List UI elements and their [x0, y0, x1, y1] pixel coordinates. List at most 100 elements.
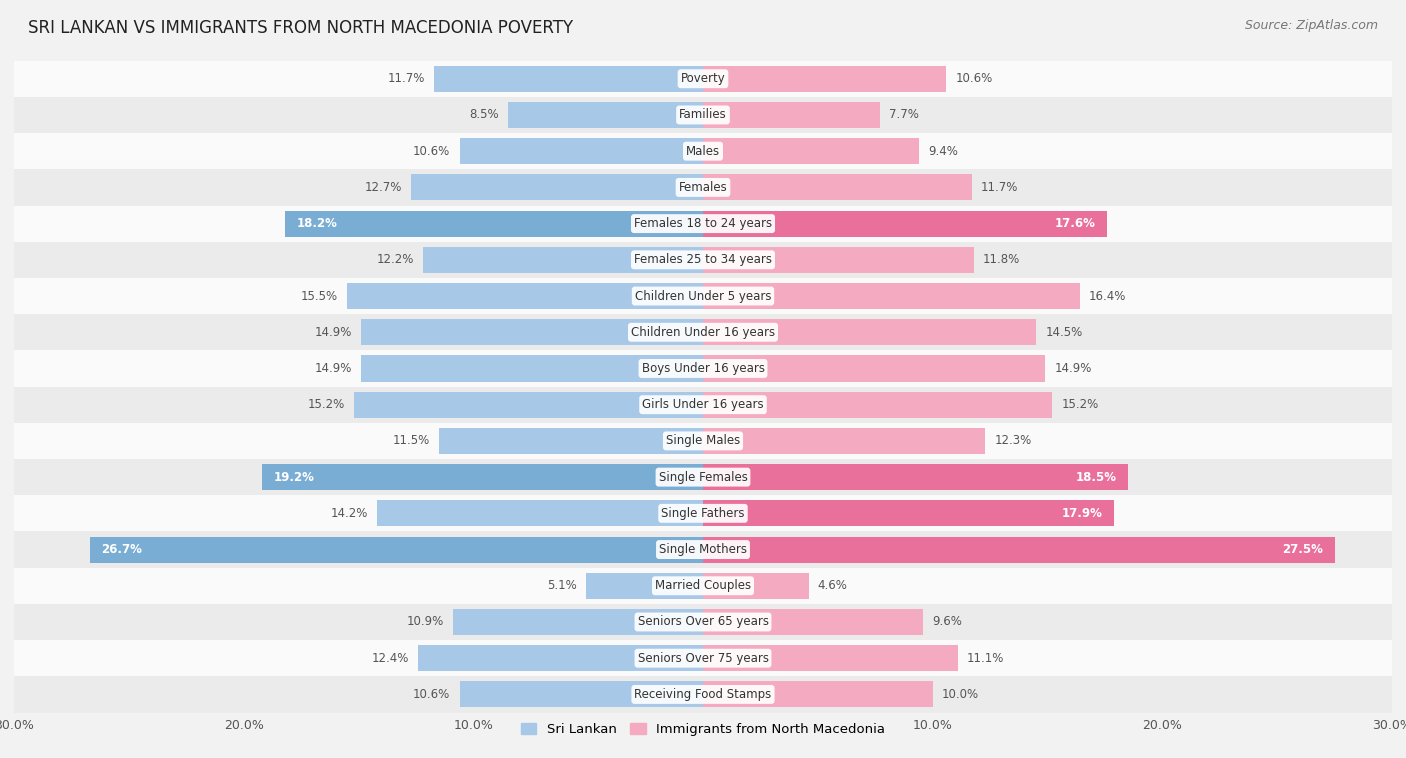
- Bar: [703, 392, 1052, 418]
- Text: 4.6%: 4.6%: [818, 579, 848, 592]
- Bar: [703, 319, 1036, 346]
- Text: Single Females: Single Females: [658, 471, 748, 484]
- Text: 12.4%: 12.4%: [371, 652, 409, 665]
- Text: 9.6%: 9.6%: [932, 615, 963, 628]
- Text: 15.2%: 15.2%: [308, 398, 344, 411]
- Text: 10.6%: 10.6%: [413, 145, 450, 158]
- Bar: [439, 428, 703, 454]
- Text: 11.8%: 11.8%: [983, 253, 1021, 266]
- Text: 10.6%: 10.6%: [956, 72, 993, 85]
- Bar: [347, 283, 703, 309]
- Text: 14.9%: 14.9%: [1054, 362, 1091, 375]
- Bar: [14, 568, 1392, 604]
- Bar: [14, 278, 1392, 314]
- Bar: [14, 459, 1392, 495]
- Text: Married Couples: Married Couples: [655, 579, 751, 592]
- Text: Children Under 5 years: Children Under 5 years: [634, 290, 772, 302]
- Text: 17.9%: 17.9%: [1062, 507, 1102, 520]
- Bar: [703, 66, 946, 92]
- Text: Seniors Over 75 years: Seniors Over 75 years: [637, 652, 769, 665]
- Text: 18.2%: 18.2%: [297, 217, 337, 230]
- Text: 11.5%: 11.5%: [392, 434, 430, 447]
- Bar: [703, 537, 1334, 562]
- Bar: [377, 500, 703, 526]
- Text: Females 25 to 34 years: Females 25 to 34 years: [634, 253, 772, 266]
- Text: Single Fathers: Single Fathers: [661, 507, 745, 520]
- Text: 27.5%: 27.5%: [1282, 543, 1323, 556]
- Legend: Sri Lankan, Immigrants from North Macedonia: Sri Lankan, Immigrants from North Macedo…: [515, 718, 891, 742]
- Text: 14.9%: 14.9%: [315, 362, 352, 375]
- Bar: [703, 573, 808, 599]
- Text: 26.7%: 26.7%: [101, 543, 142, 556]
- Bar: [703, 428, 986, 454]
- Bar: [703, 356, 1045, 381]
- Bar: [361, 356, 703, 381]
- Bar: [14, 61, 1392, 97]
- Bar: [703, 283, 1080, 309]
- Bar: [14, 169, 1392, 205]
- Bar: [703, 500, 1114, 526]
- Bar: [14, 350, 1392, 387]
- Bar: [14, 133, 1392, 169]
- Bar: [14, 97, 1392, 133]
- Text: 15.2%: 15.2%: [1062, 398, 1098, 411]
- Text: 12.3%: 12.3%: [994, 434, 1032, 447]
- Bar: [14, 640, 1392, 676]
- Bar: [703, 681, 932, 707]
- Bar: [423, 247, 703, 273]
- Text: 14.9%: 14.9%: [315, 326, 352, 339]
- Text: 10.0%: 10.0%: [942, 688, 979, 701]
- Bar: [508, 102, 703, 128]
- Bar: [14, 604, 1392, 640]
- Bar: [460, 681, 703, 707]
- Bar: [703, 102, 880, 128]
- Text: 7.7%: 7.7%: [889, 108, 920, 121]
- Text: Poverty: Poverty: [681, 72, 725, 85]
- Bar: [285, 211, 703, 236]
- Bar: [14, 676, 1392, 713]
- Text: 12.7%: 12.7%: [364, 181, 402, 194]
- Text: SRI LANKAN VS IMMIGRANTS FROM NORTH MACEDONIA POVERTY: SRI LANKAN VS IMMIGRANTS FROM NORTH MACE…: [28, 19, 574, 37]
- Text: 8.5%: 8.5%: [470, 108, 499, 121]
- Text: Females: Females: [679, 181, 727, 194]
- Bar: [14, 495, 1392, 531]
- Bar: [90, 537, 703, 562]
- Bar: [418, 645, 703, 672]
- Text: 12.2%: 12.2%: [377, 253, 413, 266]
- Bar: [434, 66, 703, 92]
- Text: 11.7%: 11.7%: [388, 72, 425, 85]
- Text: 14.2%: 14.2%: [330, 507, 368, 520]
- Bar: [14, 314, 1392, 350]
- Bar: [14, 205, 1392, 242]
- Text: 11.7%: 11.7%: [981, 181, 1018, 194]
- Text: 14.5%: 14.5%: [1045, 326, 1083, 339]
- Bar: [412, 174, 703, 200]
- Text: Boys Under 16 years: Boys Under 16 years: [641, 362, 765, 375]
- Bar: [703, 174, 972, 200]
- Text: Families: Families: [679, 108, 727, 121]
- Text: Source: ZipAtlas.com: Source: ZipAtlas.com: [1244, 19, 1378, 32]
- Bar: [14, 531, 1392, 568]
- Text: Single Mothers: Single Mothers: [659, 543, 747, 556]
- Text: 10.9%: 10.9%: [406, 615, 443, 628]
- Text: Children Under 16 years: Children Under 16 years: [631, 326, 775, 339]
- Bar: [354, 392, 703, 418]
- Text: Seniors Over 65 years: Seniors Over 65 years: [637, 615, 769, 628]
- Text: 18.5%: 18.5%: [1076, 471, 1116, 484]
- Text: 17.6%: 17.6%: [1054, 217, 1095, 230]
- Bar: [460, 138, 703, 164]
- Bar: [703, 211, 1107, 236]
- Bar: [586, 573, 703, 599]
- Bar: [703, 609, 924, 635]
- Text: 11.1%: 11.1%: [967, 652, 1004, 665]
- Bar: [703, 247, 974, 273]
- Bar: [453, 609, 703, 635]
- Bar: [14, 242, 1392, 278]
- Bar: [361, 319, 703, 346]
- Text: Girls Under 16 years: Girls Under 16 years: [643, 398, 763, 411]
- Bar: [703, 138, 920, 164]
- Bar: [14, 423, 1392, 459]
- Bar: [262, 464, 703, 490]
- Bar: [14, 387, 1392, 423]
- Text: 9.4%: 9.4%: [928, 145, 957, 158]
